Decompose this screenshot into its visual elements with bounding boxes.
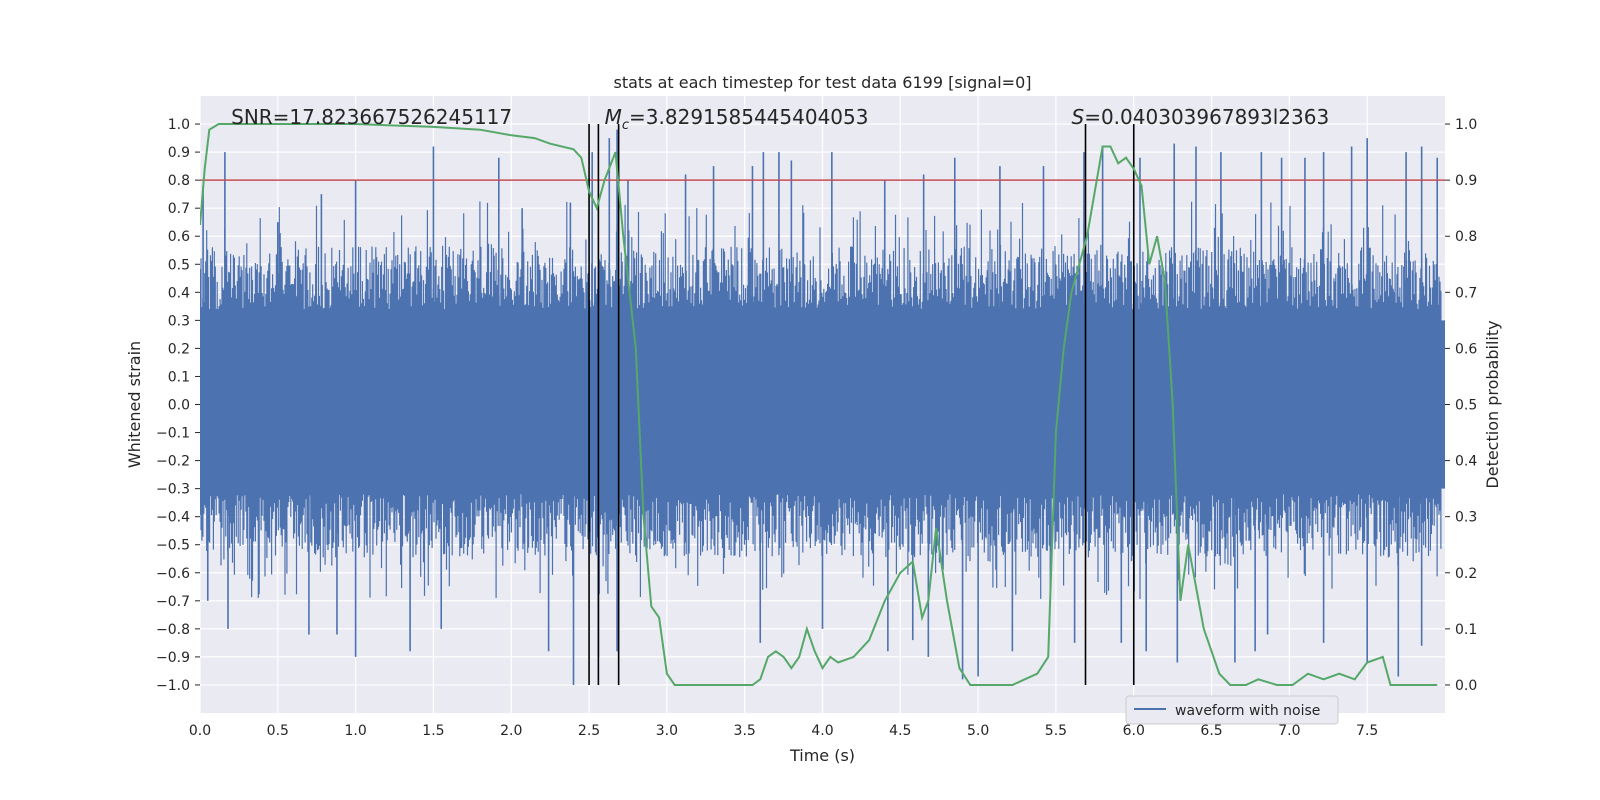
y-tick-label: −0.8 [156,622,190,638]
x-tick-label: 0.0 [189,723,211,739]
y-axis-right-label: Detection probability [1483,320,1502,488]
x-tick-label: 3.5 [734,723,756,739]
x-tick-label: 0.5 [267,723,289,739]
strain-series [200,129,1445,685]
x-tick-label: 6.5 [1200,723,1222,739]
y-right-tick-label: 0.0 [1455,678,1477,694]
y-tick-label: 0.9 [168,145,190,161]
x-axis-ticks: 0.0 0.5 1.0 1.5 2.0 2.5 3.0 3.5 4.0 4.5 5.0 5.5 6.0 6… [189,723,1378,739]
x-tick-label: 6.0 [1123,723,1145,739]
x-tick-label: 1.5 [422,723,444,739]
y-right-tick-label: 0.4 [1455,454,1477,470]
y-tick-label: 0.0 [168,398,190,414]
y-tick-label: −0.6 [156,566,190,582]
vertical-lines [588,124,1135,685]
x-tick-label: 4.5 [889,723,911,739]
mc-symbol: M [605,105,622,129]
y-tick-label: 0.7 [168,201,190,217]
y-tick-label: 0.2 [168,341,190,357]
x-tick-label: 2.5 [578,723,600,739]
x-tick-label: 5.0 [967,723,989,739]
y-right-tick-label: 0.3 [1455,510,1477,526]
y-tick-label: −0.9 [156,650,190,666]
y-axis-label: Whitened strain [125,341,144,468]
y-tick-label: −0.2 [156,454,190,470]
y-tick-label: 0.6 [168,229,190,245]
y-axis-right-ticks: 1.0 0.9 0.8 0.7 0.6 0.5 0.4 0.3 0.2 0.1 0.0 [1445,117,1477,694]
y-right-tick-label: 0.2 [1455,566,1477,582]
x-tick-label: 5.5 [1045,723,1067,739]
y-axis-left-ticks: 1.0 0.9 0.8 0.7 0.6 0.5 0.4 0.3 0.2 0.1 0.0 −0.1 −0.… [156,117,200,694]
y-tick-label: −0.1 [156,426,190,442]
y-right-tick-label: 0.8 [1455,229,1477,245]
y-tick-label: 0.8 [168,173,190,189]
annotation-s: S=0.040303967893l2363 [1072,105,1330,129]
y-right-tick-label: 0.6 [1455,341,1477,357]
x-tick-label: 1.0 [344,723,366,739]
y-tick-label: −0.4 [156,510,190,526]
probability-line [200,123,1438,686]
x-tick-label: 7.5 [1356,723,1378,739]
s-value: =0.040303967893l2363 [1084,105,1329,129]
y-tick-label: 0.4 [168,285,190,301]
y-tick-label: 0.5 [168,257,190,273]
annotation-snr: SNR=17.823667526245117 [231,105,512,129]
y-tick-label: 0.1 [168,369,190,385]
y-right-tick-label: 0.9 [1455,173,1477,189]
y-tick-label: −0.3 [156,482,190,498]
x-tick-label: 4.0 [811,723,833,739]
y-tick-label: 0.3 [168,313,190,329]
mc-value: =3.8291585445404053 [629,105,868,129]
probability-layer [200,123,1438,686]
y-tick-label: −1.0 [156,678,190,694]
y-right-tick-label: 1.0 [1455,117,1477,133]
legend-label: waveform with noise [1175,703,1320,719]
y-tick-label: 1.0 [168,117,190,133]
x-tick-label: 7.0 [1278,723,1300,739]
x-tick-label: 2.0 [500,723,522,739]
y-right-tick-label: 0.7 [1455,285,1477,301]
legend-box [1125,695,1339,725]
y-right-tick-label: 0.1 [1455,622,1477,638]
mc-subscript: c [622,118,629,133]
strain-core-band [200,320,1445,489]
y-tick-label: −0.7 [156,594,190,610]
annotation-chirp-mass: Mc=3.8291585445404053 [605,105,869,133]
y-tick-label: −0.5 [156,538,190,554]
s-symbol: S [1072,105,1085,129]
chart-title: stats at each timestep for test data 619… [613,73,1031,92]
legend: waveform with noise [1125,695,1339,725]
x-axis-label: Time (s) [789,746,855,765]
y-right-tick-label: 0.5 [1455,398,1477,414]
x-tick-label: 3.0 [656,723,678,739]
